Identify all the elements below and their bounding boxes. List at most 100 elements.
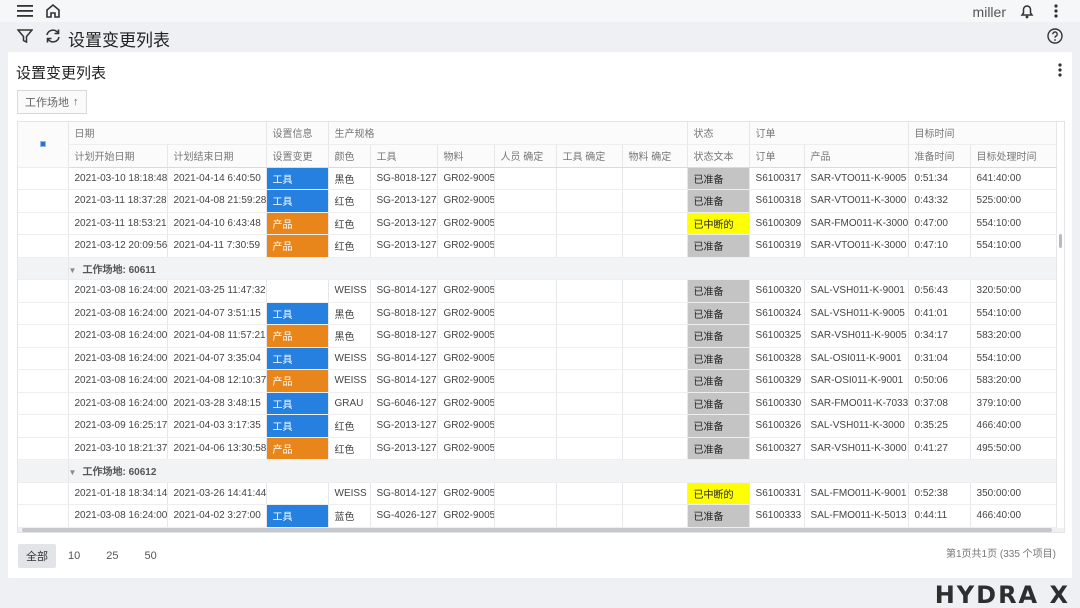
row-select-cell[interactable] — [18, 414, 69, 438]
page-size-25[interactable]: 25 — [106, 550, 119, 562]
table-row[interactable]: 2021-03-08 16:24:00 2021-04-08 12:10:37 产品… — [18, 369, 1057, 393]
cell-setup-change: 产品 — [266, 437, 329, 460]
table-row[interactable]: 2021-03-11 18:53:21 2021-04-10 6:43:48 产品红… — [18, 212, 1057, 235]
col-setup-change[interactable]: 设置变更 — [266, 144, 329, 168]
row-select-cell[interactable] — [18, 369, 69, 393]
table-row[interactable]: 2021-03-12 20:09:56 2021-04-11 7:30:59 产品红… — [18, 234, 1057, 258]
row-select-cell[interactable] — [18, 212, 69, 235]
cell-tool: SG-2013-127 — [370, 437, 438, 460]
page-info: 第1页共1页 (335 个项目) — [945, 549, 1056, 560]
col-color[interactable]: 颜色 — [328, 144, 371, 168]
col-tool-confirm[interactable]: 工具 确定 — [556, 144, 623, 168]
row-select-cell[interactable] — [18, 189, 69, 213]
cell-status-text: 已准备 — [687, 279, 750, 303]
select-all-cell[interactable] — [18, 122, 69, 168]
cell-status-text: 已准备 — [687, 167, 750, 190]
cell-material: GR02-9005 — [437, 392, 495, 415]
cell-target-time: 379:10:00 — [970, 392, 1057, 415]
table-row[interactable]: 2021-03-08 16:24:00 2021-04-07 3:51:15 工具黑… — [18, 302, 1057, 325]
cell-order: S6100328 — [749, 347, 805, 370]
vertical-scroll-thumb[interactable] — [1059, 234, 1062, 248]
table-row[interactable]: 2021-03-08 16:24:00 2021-03-28 3:48:15 工具 G… — [18, 392, 1057, 415]
cell-color: WEISS — [328, 279, 371, 303]
cell-color: 黑色 — [328, 302, 371, 325]
group-cell[interactable]: ▼ 工作场地: 60612 — [68, 459, 1057, 483]
page-size-10[interactable]: 10 — [68, 550, 81, 562]
col-planned-end[interactable]: 计划结束日期 — [167, 144, 267, 168]
group-row[interactable]: ▼ 工作场地: 60612 — [18, 459, 1057, 483]
row-select-cell[interactable] — [18, 302, 69, 325]
menu-icon[interactable] — [16, 2, 34, 20]
cell-target-time: 554:10:00 — [970, 234, 1057, 258]
table-row[interactable]: 2021-03-08 16:24:00 2021-04-02 3:27:00 工具蓝… — [18, 504, 1057, 528]
table-row[interactable]: 2021-01-18 18:34:14 2021-03-26 14:41:44 WE… — [18, 482, 1057, 505]
table-row[interactable]: 2021-03-09 16:25:17 2021-04-03 3:17:35 工具红… — [18, 414, 1057, 438]
row-select-cell[interactable] — [18, 347, 69, 370]
page-size-all[interactable]: 全部 — [18, 544, 56, 568]
page-size-50[interactable]: 50 — [144, 550, 157, 562]
brand-logo: HYDRA X — [934, 581, 1070, 608]
cell-planned-end: 2021-04-08 12:10:37 — [167, 369, 267, 393]
row-select-cell[interactable] — [18, 392, 69, 415]
cell-prep-time: 0:47:10 — [908, 234, 971, 258]
table-row[interactable]: 2021-03-08 16:24:00 2021-04-07 3:35:04 工具 W… — [18, 347, 1057, 370]
cell-material: GR02-9005 — [437, 369, 495, 393]
table-row[interactable]: 2021-03-10 18:21:37 2021-04-06 13:30:58 产品… — [18, 437, 1057, 460]
col-planned-start[interactable]: 计划开始日期 — [68, 144, 168, 168]
group-cell[interactable]: ▼ 工作场地: 60611 — [68, 257, 1057, 280]
col-material[interactable]: 物料 — [437, 144, 495, 168]
col-order[interactable]: 订单 — [749, 144, 805, 168]
setup-change-table: 日期 设置信息 生产规格 状态 订单 目标时间 计划开始日期 计划结束日期 设置… — [18, 122, 1057, 528]
row-select-cell[interactable] — [18, 167, 69, 190]
group-by-chip[interactable]: 工作场地 ↑ — [17, 90, 87, 114]
cell-prep-time: 0:41:27 — [908, 437, 971, 460]
group-row[interactable]: ▼ 工作场地: 60611 — [18, 257, 1057, 280]
row-select-cell[interactable] — [18, 279, 69, 303]
more-vertical-icon[interactable] — [1050, 2, 1062, 20]
horizontal-scrollbar[interactable] — [18, 528, 1064, 532]
cell-product: SAR-VTO011-K-3000 — [804, 189, 909, 213]
cell-color: WEISS — [328, 369, 371, 393]
chevron-down-icon[interactable]: ▼ — [68, 265, 77, 275]
cell-tool: SG-2013-127 — [370, 234, 438, 258]
band-production-spec: 生产规格 — [328, 122, 688, 145]
cell-tool: SG-2013-127 — [370, 189, 438, 213]
refresh-icon[interactable] — [43, 27, 63, 45]
help-icon[interactable] — [1046, 27, 1064, 45]
band-status: 状态 — [687, 122, 750, 145]
cell-planned-start: 2021-03-08 16:24:00 — [68, 324, 168, 348]
cell-product: SAR-VTO011-K-3000 — [804, 234, 909, 258]
col-staff-confirm[interactable]: 人员 确定 — [494, 144, 557, 168]
cell-staff-confirm — [494, 414, 557, 438]
row-select-cell[interactable] — [18, 437, 69, 460]
row-select-cell[interactable] — [18, 504, 69, 528]
cell-material: GR02-9005 — [437, 302, 495, 325]
chevron-down-icon[interactable]: ▼ — [68, 468, 77, 478]
cell-material: GR02-9005 — [437, 504, 495, 528]
table-row[interactable]: 2021-03-08 16:24:00 2021-03-25 11:47:32 WE… — [18, 279, 1057, 303]
row-select-cell[interactable] — [18, 234, 69, 258]
col-material-confirm[interactable]: 物料 确定 — [622, 144, 688, 168]
horizontal-scroll-thumb[interactable] — [22, 528, 1052, 532]
cell-prep-time: 0:47:00 — [908, 212, 971, 235]
row-select-cell[interactable] — [18, 324, 69, 348]
table-row[interactable]: 2021-03-08 16:24:00 2021-04-08 11:57:21 产品… — [18, 324, 1057, 348]
col-tool[interactable]: 工具 — [370, 144, 438, 168]
home-icon[interactable] — [44, 2, 62, 20]
table-row[interactable]: 2021-03-11 18:37:28 2021-04-08 21:59:28 工具… — [18, 189, 1057, 213]
select-all-checkbox[interactable] — [39, 140, 46, 147]
cell-material: GR02-9005 — [437, 482, 495, 505]
col-product[interactable]: 产品 — [804, 144, 909, 168]
col-target-time[interactable]: 目标处理时间 — [970, 144, 1057, 168]
col-prep-time[interactable]: 准备时间 — [908, 144, 971, 168]
col-status-text[interactable]: 状态文本 — [687, 144, 750, 168]
row-select-cell[interactable] — [18, 482, 69, 505]
cell-product: SAL-OSI011-K-9001 — [804, 347, 909, 370]
panel-more-icon[interactable] — [1056, 62, 1064, 78]
cell-setup-change: 工具 — [266, 414, 329, 438]
filter-icon[interactable] — [16, 27, 34, 45]
bell-icon[interactable] — [1018, 2, 1036, 20]
user-name[interactable]: miller — [972, 4, 1006, 20]
cell-tool-confirm — [556, 392, 623, 415]
table-row[interactable]: 2021-03-10 18:18:48 2021-04-14 6:40:50 工具黑… — [18, 167, 1057, 190]
